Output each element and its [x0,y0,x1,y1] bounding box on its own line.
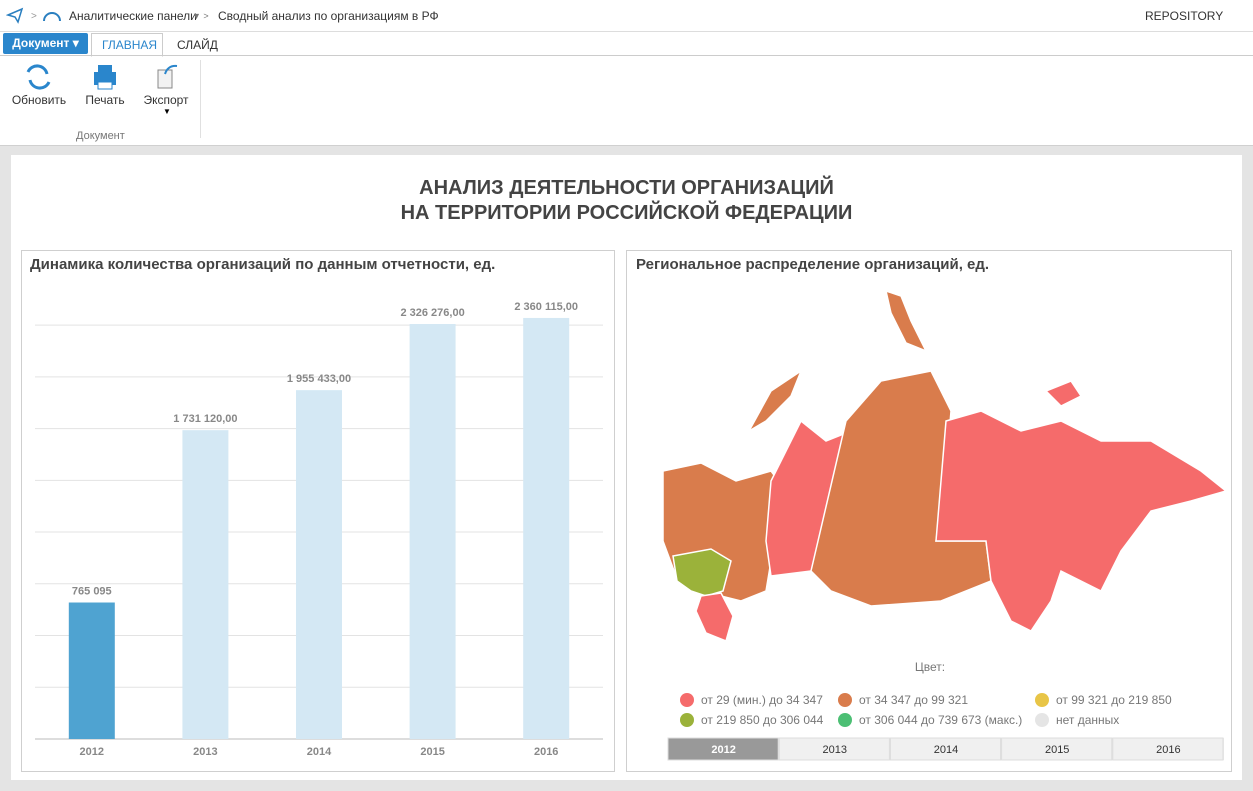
timeline-year[interactable]: 2014 [934,744,958,756]
bar-panel: Динамика количества организаций по данны… [21,250,615,772]
bar [409,323,456,739]
group-label: Документ [76,130,125,142]
timeline-year[interactable]: 2016 [1156,744,1180,756]
svg-text:>: > [31,11,37,22]
region [672,548,732,597]
legend-label: нет данных [1056,713,1119,727]
dashboard-title: НА ТЕРРИТОРИИ РОССИЙСКОЙ ФЕДЕРАЦИИ [400,202,853,224]
bar [296,390,342,739]
value-label: 765 095 [72,586,112,598]
map-chart: Цвет: Региональное распределение организ… [636,256,1228,761]
map-title: Региональное распределение организаций, … [636,256,989,273]
refresh-button[interactable]: Обновить [11,93,67,107]
x-tick-label: 2013 [193,746,217,758]
x-tick-label: 2012 [80,746,104,758]
bar [523,317,570,739]
tab-active[interactable] [91,33,163,57]
legend-swatch [680,693,694,707]
value-label: 1 955 433,00 [287,373,351,385]
bar [182,430,229,739]
repository[interactable]: REPOSITORY [1145,9,1224,23]
breadcrumb[interactable]: Сводный анализ по организациям в РФ [218,9,439,23]
value-label: 2 326 276,00 [400,307,464,319]
timeline-item[interactable] [667,737,779,761]
timeline-year[interactable]: 2013 [823,744,847,756]
timeline-item[interactable] [1112,737,1224,761]
breadcrumb[interactable]: Аналитические панели [69,9,197,23]
chart-title: Динамика количества организаций по данны… [30,256,495,273]
value-label: 1 731 120,00 [173,413,237,425]
x-tick-label: 2016 [534,746,558,758]
icons: > [6,7,61,24]
value-label: 2 360 115,00 [514,301,578,313]
bar [68,602,115,739]
divider [0,55,1253,56]
print-button[interactable]: Печать [85,93,125,107]
timeline-year[interactable]: 2012 [711,744,735,756]
legend-swatch [1035,693,1049,707]
map-panel: Цвет: Региональное распределение организ… [626,250,1232,772]
region [935,410,1228,632]
region [884,289,928,353]
dropdown-arrow: ▼ [163,107,171,116]
region [1044,380,1083,407]
legend-title: Цвет: [915,660,945,674]
legend-swatch [838,713,852,727]
bar-chart: Динамика количества организаций по данны… [30,256,603,758]
dashboard: АНАЛИЗ ДЕЯТЕЛЬНОСТИ ОРГАНИЗАЦИЙ НА ТЕРРИ… [11,155,1242,780]
map-shapes [662,289,1228,643]
divider [0,31,1253,32]
toolbar: > Аналитические панели ▼ > Сводный анали… [0,0,1253,146]
timeline-year[interactable]: 2015 [1045,744,1069,756]
dropdown-arrow: ▼ > [192,11,209,21]
timeline-item[interactable] [889,737,1002,761]
export-button[interactable]: Экспорт [143,93,189,107]
legend-label: от 219 850 до 306 044 [701,713,824,727]
legend-label: от 99 321 до 219 850 [1056,693,1172,707]
document-button[interactable]: Документ ▾ [3,33,88,54]
region [747,369,803,434]
timeline-item[interactable] [778,737,890,761]
document-label: Документ [12,36,70,50]
legend-label: от 306 044 до 739 673 (макс.) [859,713,1022,727]
legend-label: от 29 (мин.) до 34 347 [701,693,823,707]
ribbon-icons [26,64,178,90]
legend-label: от 34 347 до 99 321 [859,693,968,707]
x-tick-label: 2015 [420,746,444,758]
dashboard-title: АНАЛИЗ ДЕЯТЕЛЬНОСТИ ОРГАНИЗАЦИЙ [419,177,834,199]
legend-swatch [838,693,852,707]
x-tick-label: 2014 [307,746,332,758]
legend-swatch [1035,713,1049,727]
tab[interactable]: СЛАЙД [177,38,218,52]
legend-swatch [680,713,694,727]
separator [200,60,201,138]
tab[interactable]: ГЛАВНАЯ [102,38,158,52]
timeline-item[interactable] [1001,737,1113,761]
region [695,592,734,643]
